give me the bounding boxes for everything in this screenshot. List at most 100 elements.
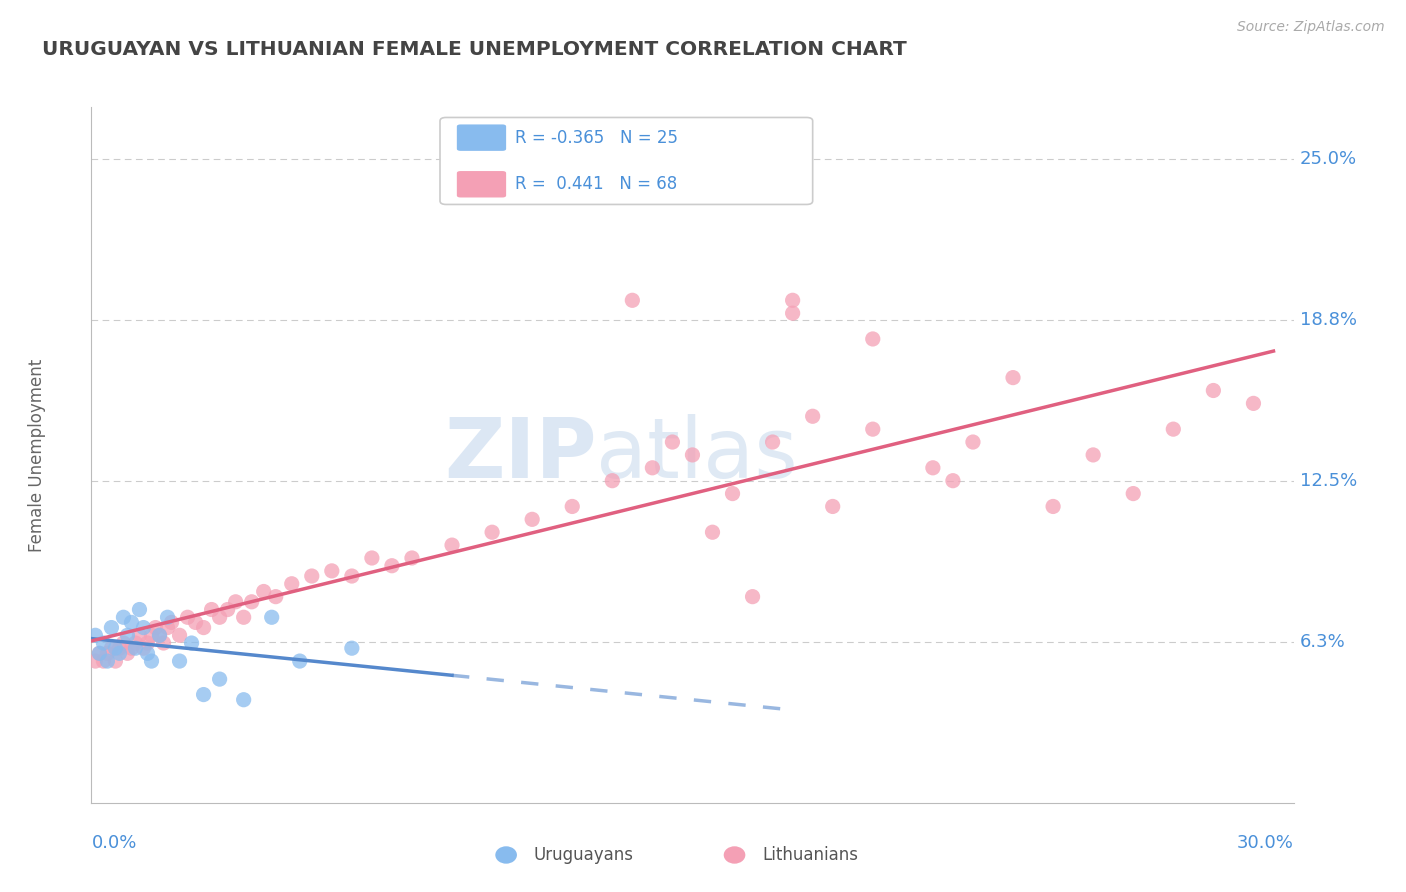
Point [922, 460, 945, 475]
Point [156, 610, 179, 624]
Text: 18.8%: 18.8% [1299, 310, 1357, 328]
Point [136, 636, 159, 650]
Point [100, 621, 122, 635]
Point [156, 621, 179, 635]
Point [112, 610, 135, 624]
Point [96, 654, 118, 668]
Point [128, 602, 150, 616]
Point [440, 538, 463, 552]
Point [193, 688, 215, 702]
Point [193, 621, 215, 635]
Point [141, 628, 163, 642]
Point [1122, 486, 1144, 500]
Point [180, 636, 202, 650]
Point [281, 576, 304, 591]
Point [124, 641, 146, 656]
Point [84, 654, 107, 668]
FancyBboxPatch shape [440, 118, 813, 204]
Text: URUGUAYAN VS LITHUANIAN FEMALE UNEMPLOYMENT CORRELATION CHART: URUGUAYAN VS LITHUANIAN FEMALE UNEMPLOYM… [42, 40, 907, 59]
Point [176, 610, 198, 624]
Point [762, 435, 785, 450]
Ellipse shape [724, 847, 745, 863]
Point [100, 641, 122, 656]
Text: ZIP: ZIP [444, 415, 596, 495]
Point [381, 558, 404, 573]
Point [93, 636, 115, 650]
Point [201, 602, 224, 616]
Point [702, 525, 724, 540]
Text: 6.3%: 6.3% [1299, 632, 1346, 651]
Point [1202, 384, 1225, 398]
Point [148, 628, 170, 642]
Point [602, 474, 624, 488]
Point [561, 500, 583, 514]
Point [208, 672, 231, 686]
Point [104, 654, 127, 668]
Point [184, 615, 207, 630]
Point [108, 641, 131, 656]
Point [89, 646, 111, 660]
Point [321, 564, 343, 578]
Point [112, 636, 135, 650]
Point [132, 641, 155, 656]
Text: Lithuanians: Lithuanians [762, 846, 858, 864]
Point [301, 569, 323, 583]
FancyBboxPatch shape [457, 171, 506, 197]
Point [84, 628, 107, 642]
Point [1001, 370, 1024, 384]
Point [145, 621, 167, 635]
Point [681, 448, 703, 462]
Text: R = -0.365   N = 25: R = -0.365 N = 25 [515, 128, 678, 146]
Point [522, 512, 544, 526]
Point [121, 615, 143, 630]
Point [862, 332, 884, 346]
FancyBboxPatch shape [457, 124, 506, 151]
Point [232, 692, 254, 706]
Point [141, 654, 163, 668]
Text: 25.0%: 25.0% [1299, 150, 1357, 168]
Text: Female Unemployment: Female Unemployment [28, 359, 46, 551]
Point [217, 602, 239, 616]
Point [721, 486, 744, 500]
Text: Source: ZipAtlas.com: Source: ZipAtlas.com [1237, 20, 1385, 34]
Point [240, 595, 263, 609]
Point [360, 551, 382, 566]
Point [264, 590, 287, 604]
Point [117, 646, 139, 660]
Point [962, 435, 984, 450]
Point [104, 641, 127, 656]
Ellipse shape [495, 847, 517, 863]
Point [152, 636, 174, 650]
Point [232, 610, 254, 624]
Point [208, 610, 231, 624]
Text: atlas: atlas [596, 415, 799, 495]
Point [741, 590, 763, 604]
Point [124, 636, 146, 650]
Point [169, 654, 191, 668]
Text: R =  0.441   N = 68: R = 0.441 N = 68 [515, 175, 676, 194]
Point [942, 474, 965, 488]
Point [96, 646, 118, 660]
Point [661, 435, 683, 450]
Point [1083, 448, 1105, 462]
Point [225, 595, 247, 609]
Point [169, 628, 191, 642]
Point [340, 569, 363, 583]
Point [117, 628, 139, 642]
Point [782, 306, 804, 320]
Point [1042, 500, 1064, 514]
Point [862, 422, 884, 436]
Point [641, 460, 664, 475]
Text: 0.0%: 0.0% [91, 834, 136, 852]
Point [801, 409, 824, 424]
Point [148, 628, 170, 642]
Point [481, 525, 503, 540]
Point [288, 654, 311, 668]
Point [621, 293, 644, 308]
Text: 12.5%: 12.5% [1299, 472, 1357, 490]
Point [253, 584, 276, 599]
Point [121, 641, 143, 656]
Point [160, 615, 183, 630]
Point [1163, 422, 1185, 436]
Point [89, 646, 111, 660]
